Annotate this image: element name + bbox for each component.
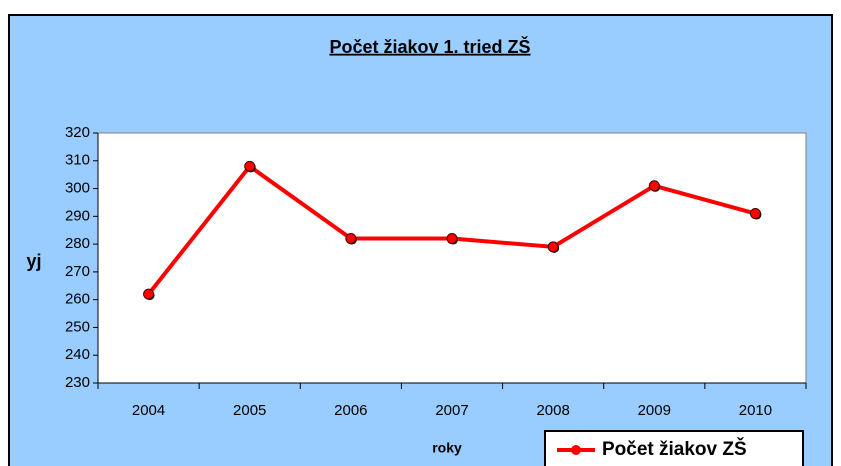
legend-marker [571, 445, 581, 455]
y-tick-label: 250 [65, 318, 90, 335]
marker [648, 180, 660, 192]
x-tick-label: 2006 [334, 402, 367, 419]
y-tick-label: 280 [65, 235, 90, 252]
x-tick-label: 2009 [638, 402, 671, 419]
y-tick-label: 240 [65, 346, 90, 363]
marker [244, 160, 256, 172]
y-axis-label: yj [26, 251, 41, 271]
y-tick-label: 270 [65, 263, 90, 280]
y-tick-label: 310 [65, 152, 90, 169]
x-tick-label: 2004 [132, 402, 165, 419]
chart-title: Počet žiakov 1. tried ZŠ [329, 36, 530, 57]
marker [345, 233, 357, 245]
marker [446, 233, 458, 245]
y-tick-label: 260 [65, 291, 90, 308]
marker [749, 208, 761, 220]
y-tick-label: 290 [65, 207, 90, 224]
marker [143, 288, 155, 300]
x-tick-label: 2005 [233, 402, 266, 419]
y-tick-label: 320 [65, 124, 90, 141]
plot-area [97, 132, 807, 384]
y-tick-label: 300 [65, 180, 90, 197]
x-tick-label: 2007 [435, 402, 468, 419]
x-axis-label: roky [432, 440, 462, 456]
y-tick-label: 230 [65, 374, 90, 391]
marker [547, 241, 559, 253]
x-tick-label: 2010 [739, 402, 772, 419]
legend-label: Počet žiakov ZŠ [602, 438, 747, 460]
x-tick-label: 2008 [536, 402, 569, 419]
